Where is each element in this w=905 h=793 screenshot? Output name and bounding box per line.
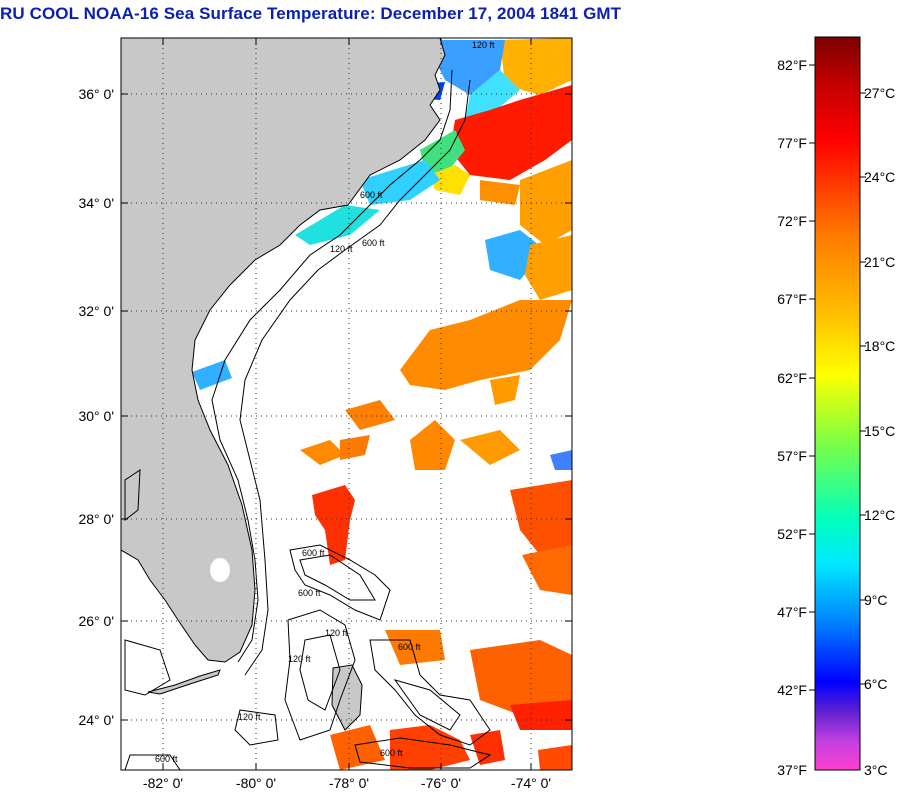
contour-label: 600 ft — [362, 238, 385, 248]
land-keys — [147, 669, 221, 695]
lon-label: -76° 0' — [421, 775, 461, 791]
fahrenheit-label: 37°F — [777, 762, 807, 778]
contour-label: 120 ft — [238, 712, 261, 722]
fahrenheit-label: 62°F — [777, 370, 807, 386]
lat-label: 26° 0' — [78, 613, 114, 629]
map-panel: 120 ft 600 ft 120 ft 600 ft 600 ft 600 f… — [121, 38, 572, 770]
fahrenheit-label: 42°F — [777, 682, 807, 698]
celsius-label: 15°C — [864, 423, 895, 439]
fahrenheit-label: 57°F — [777, 448, 807, 464]
celsius-label: 9°C — [864, 592, 888, 608]
axis-ticks — [121, 38, 572, 770]
celsius-label: 18°C — [864, 338, 895, 354]
land-andros — [331, 664, 363, 731]
contour-label: 600 ft — [302, 548, 325, 558]
celsius-label: 3°C — [864, 762, 888, 778]
colorbar-ticks — [809, 64, 866, 691]
contour-label: 600 ft — [155, 754, 178, 764]
fahrenheit-label: 72°F — [777, 213, 807, 229]
lon-label: -80° 0' — [236, 775, 276, 791]
fahrenheit-label: 77°F — [777, 135, 807, 151]
fahrenheit-label: 82°F — [777, 57, 807, 73]
celsius-labels: 27°C 24°C 21°C 18°C 15°C 12°C 9°C 6°C 3°… — [864, 85, 895, 778]
contour-label: 600 ft — [298, 588, 321, 598]
contour-labels: 120 ft 600 ft 120 ft 600 ft 600 ft 600 f… — [155, 40, 495, 764]
lake-okeechobee — [210, 558, 230, 582]
land-southeast-us — [121, 38, 446, 663]
contour-label: 120 ft — [330, 244, 353, 254]
contour-label: 600 ft — [398, 642, 421, 652]
fahrenheit-label: 67°F — [777, 291, 807, 307]
sst-data — [192, 38, 572, 770]
lat-label: 34° 0' — [78, 195, 114, 211]
contour-label: 600 ft — [360, 190, 383, 200]
fahrenheit-label: 47°F — [777, 604, 807, 620]
depth-contours — [124, 69, 492, 770]
lon-label: -78° 0' — [329, 775, 369, 791]
lon-label: -82° 0' — [143, 775, 183, 791]
colorbar: 82°F 77°F 72°F 67°F 62°F 57°F 52°F 47°F … — [777, 36, 895, 778]
longitude-labels: -82° 0' -80° 0' -78° 0' -76° 0' -74° 0' — [143, 775, 551, 791]
contour-label: 120 ft — [288, 654, 311, 664]
celsius-label: 6°C — [864, 676, 888, 692]
map-title: RU COOL NOAA-16 Sea Surface Temperature:… — [0, 4, 622, 23]
map-frame — [120, 37, 573, 771]
contour-label: 600 ft — [380, 748, 403, 758]
celsius-label: 24°C — [864, 169, 895, 185]
contour-label: 120 ft — [472, 40, 495, 50]
celsius-label: 21°C — [864, 254, 895, 270]
fahrenheit-labels: 82°F 77°F 72°F 67°F 62°F 57°F 52°F 47°F … — [777, 57, 807, 778]
latitude-labels: 36° 0' 34° 0' 32° 0' 30° 0' 28° 0' 26° 0… — [78, 86, 114, 728]
celsius-label: 27°C — [864, 85, 895, 101]
lat-label: 32° 0' — [78, 303, 114, 319]
lat-label: 28° 0' — [78, 511, 114, 527]
lat-label: 24° 0' — [78, 712, 114, 728]
contour-label: 120 ft — [325, 628, 348, 638]
graticule — [121, 38, 572, 770]
lat-label: 30° 0' — [78, 408, 114, 424]
colorbar-scale — [814, 36, 861, 771]
fahrenheit-label: 52°F — [777, 526, 807, 542]
lat-label: 36° 0' — [78, 86, 114, 102]
celsius-label: 12°C — [864, 507, 895, 523]
lon-label: -74° 0' — [511, 775, 551, 791]
